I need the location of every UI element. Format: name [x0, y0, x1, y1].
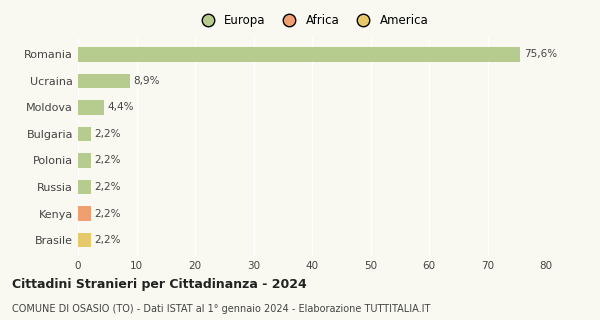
Bar: [78, 47, 520, 62]
Text: 2,2%: 2,2%: [94, 156, 121, 165]
Text: 4,4%: 4,4%: [107, 102, 134, 112]
Text: 2,2%: 2,2%: [94, 129, 121, 139]
Bar: [78, 100, 104, 115]
Text: 8,9%: 8,9%: [134, 76, 160, 86]
Text: 2,2%: 2,2%: [94, 235, 121, 245]
Text: 75,6%: 75,6%: [524, 49, 557, 59]
Bar: [78, 206, 91, 221]
Legend: Europa, Africa, America: Europa, Africa, America: [191, 10, 433, 32]
Text: 2,2%: 2,2%: [94, 182, 121, 192]
Bar: [78, 153, 91, 168]
Text: 2,2%: 2,2%: [94, 209, 121, 219]
Text: Cittadini Stranieri per Cittadinanza - 2024: Cittadini Stranieri per Cittadinanza - 2…: [12, 278, 307, 292]
Bar: [78, 233, 91, 247]
Text: COMUNE DI OSASIO (TO) - Dati ISTAT al 1° gennaio 2024 - Elaborazione TUTTITALIA.: COMUNE DI OSASIO (TO) - Dati ISTAT al 1°…: [12, 304, 430, 314]
Bar: [78, 127, 91, 141]
Bar: [78, 74, 130, 88]
Bar: [78, 180, 91, 194]
